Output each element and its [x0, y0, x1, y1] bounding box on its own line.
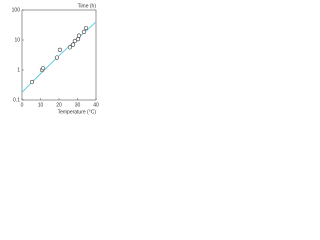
- data-point: [29, 79, 35, 85]
- y-tick-label: 1: [17, 67, 20, 73]
- x-tick-label: 30: [75, 102, 81, 108]
- data-point: [72, 38, 78, 44]
- data-point: [70, 42, 76, 47]
- data-point: [81, 29, 87, 34]
- data-point: [54, 55, 60, 60]
- data-point: [57, 47, 63, 52]
- x-axis-title: Temperature (°C): [58, 109, 97, 115]
- y-axis-title: Time (h): [78, 3, 97, 9]
- data-point: [83, 25, 89, 31]
- y-tick-label: 10: [14, 37, 20, 43]
- plot-frame: [21, 9, 97, 101]
- x-tick-label: 20: [56, 102, 62, 108]
- x-tick-label: 10: [38, 102, 44, 108]
- x-tick-label: 40: [93, 102, 99, 108]
- data-point: [67, 45, 73, 50]
- x-tick-label: 0: [21, 102, 24, 108]
- data-point: [76, 33, 82, 38]
- chart: Time (h) Temperature (°C) 0.1 1 10 100 0 10 20…: [12, 3, 99, 115]
- y-tick-label: 100: [12, 7, 21, 13]
- data-point: [75, 37, 81, 42]
- y-tick-label: 0.1: [13, 97, 20, 103]
- data-point: [40, 66, 46, 71]
